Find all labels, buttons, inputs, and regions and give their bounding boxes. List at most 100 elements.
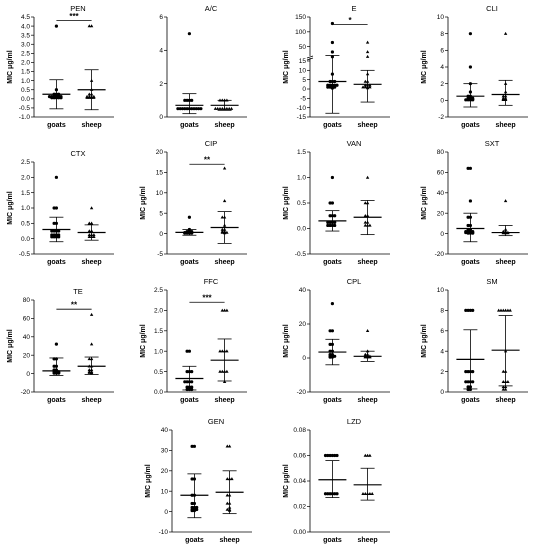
y-tick-label: 150 (295, 14, 306, 21)
data-point (506, 380, 510, 383)
data-point (328, 83, 332, 87)
y-tick-label: 2.5 (21, 159, 30, 166)
y-tick-label: 2 (440, 81, 444, 88)
x-category-label: sheep (214, 122, 234, 129)
y-tick-label: 0 (302, 86, 306, 93)
y-tick-label: 2.0 (21, 60, 30, 67)
data-point (501, 94, 505, 98)
y-tick-label: 0 (302, 355, 306, 362)
data-point (50, 229, 54, 233)
y-tick-label: 15 (299, 58, 307, 65)
data-point (218, 349, 222, 353)
data-point (54, 175, 59, 179)
data-point (501, 385, 505, 389)
series-goats (175, 32, 204, 115)
chart-title: CLI (486, 4, 498, 13)
data-point (222, 308, 227, 312)
data-point (471, 370, 475, 374)
y-tick-label: 10 (156, 190, 164, 197)
data-point (87, 94, 91, 98)
y-tick-label: 10 (437, 287, 445, 294)
y-tick-label: -0.5 (295, 251, 307, 258)
data-point (222, 166, 227, 170)
y-axis-label: MIC μg/ml (283, 464, 290, 498)
data-point (333, 223, 337, 228)
y-tick-label: -5 (157, 251, 163, 258)
data-point (89, 221, 94, 225)
y-tick-label: 8 (440, 308, 444, 315)
data-point (220, 308, 224, 312)
chart-ac: A/C 0 2 4 6 goats sheep (159, 4, 247, 129)
data-point (54, 206, 59, 210)
data-point (216, 106, 220, 110)
data-point (87, 235, 91, 239)
data-point (368, 85, 372, 89)
data-point (323, 492, 328, 496)
data-point (225, 349, 229, 353)
data-point (466, 215, 470, 219)
data-point (190, 477, 194, 481)
y-axis-label: MIC μg/ml (140, 186, 147, 220)
significance-label: *** (69, 12, 79, 21)
data-point (199, 107, 203, 111)
data-point (503, 385, 508, 389)
y-tick-label: 0 (26, 371, 30, 378)
y-axis-label: MIC μg/ml (421, 324, 428, 358)
data-point (501, 369, 505, 373)
data-point (190, 370, 194, 374)
data-point (220, 369, 224, 373)
chart-title: A/C (205, 4, 218, 13)
data-point (363, 85, 367, 89)
data-point (57, 233, 61, 237)
data-point (220, 227, 224, 231)
data-point (225, 444, 229, 448)
data-point (466, 166, 470, 170)
x-category-label: goats (323, 397, 342, 404)
y-tick-label: -20 (435, 251, 445, 258)
x-category-label: sheep (357, 122, 377, 129)
data-point (54, 342, 59, 346)
series-sheep (77, 24, 106, 111)
x-category-label: goats (185, 537, 204, 544)
data-point (190, 107, 194, 111)
chart-title: CPL (347, 277, 362, 286)
data-point (501, 380, 505, 383)
y-tick-label: 30 (161, 448, 169, 455)
data-point (225, 106, 229, 110)
data-point (330, 453, 334, 458)
x-category-label: sheep (214, 397, 234, 404)
data-point (471, 96, 475, 100)
data-point (190, 505, 194, 510)
data-point (363, 83, 367, 87)
data-point (227, 444, 232, 448)
y-tick-label: 1.5 (21, 190, 30, 197)
y-tick-label: 0.5 (21, 221, 30, 228)
y-tick-label: -0.5 (19, 251, 31, 258)
y-axis-label: MIC μg/ml (421, 186, 428, 220)
chart-te: TE -20 0 20 40 60 80 MIC μg/ml goats sheep ** (7, 287, 114, 404)
x-category-label: sheep (495, 259, 515, 266)
y-tick-label: 1.0 (21, 78, 30, 85)
y-tick-label: 0.5 (297, 200, 306, 207)
data-point (464, 98, 468, 102)
data-point (333, 214, 337, 218)
data-point (466, 380, 470, 384)
chart-gen: GEN -10 0 10 20 30 40 MIC μg/ml goats sheep (145, 417, 252, 544)
data-point (333, 453, 337, 458)
data-point (326, 492, 330, 496)
y-tick-label: 3.0 (21, 41, 30, 48)
data-point (87, 370, 91, 374)
data-point (222, 199, 227, 203)
data-point (503, 199, 508, 203)
y-tick-label: 1.0 (154, 348, 163, 355)
data-point (185, 370, 189, 374)
data-point (335, 492, 339, 496)
data-point (57, 229, 61, 233)
y-tick-label: 2 (440, 369, 444, 376)
series-goats (180, 444, 209, 519)
data-point (363, 220, 367, 224)
chart-pen: PEN -1.0 -0.5 0.0 0.5 1.0 1.5 2.0 2.5 3.0 3.5 4.0 4.… (7, 4, 114, 129)
data-point (499, 308, 503, 312)
series-sheep (215, 444, 244, 515)
